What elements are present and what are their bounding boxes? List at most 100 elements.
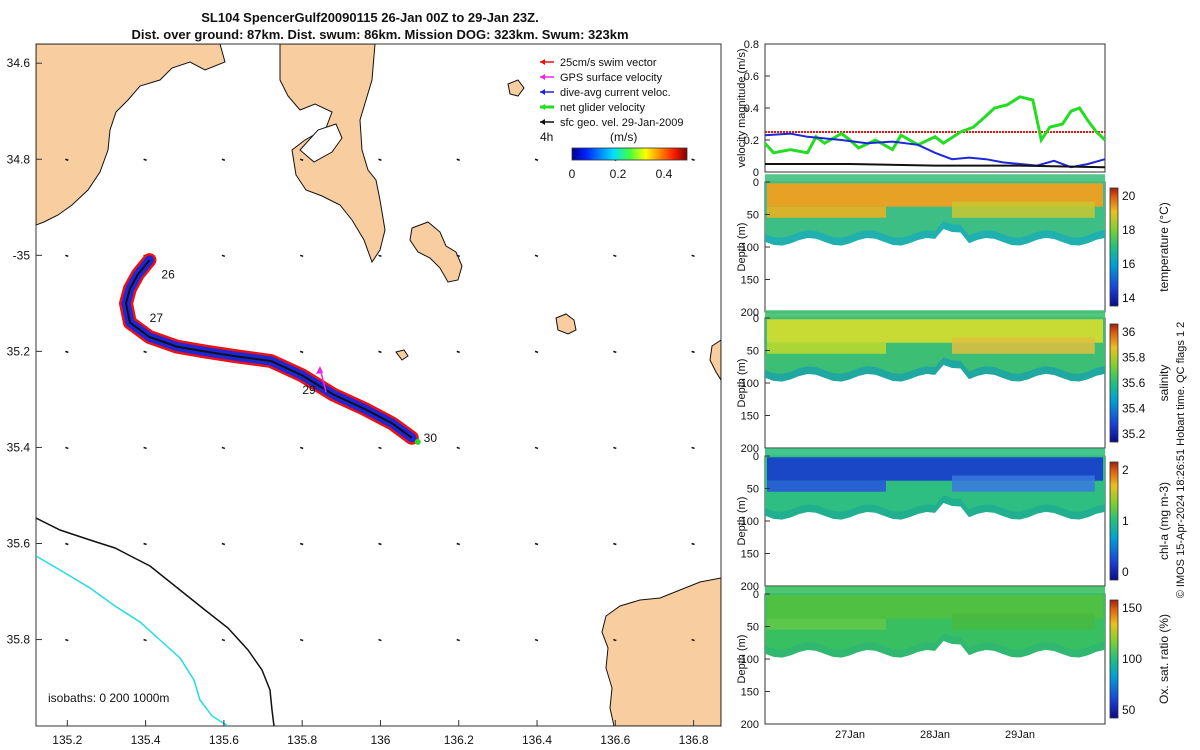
geo-vel-dot: [613, 446, 617, 450]
section-cbar-tick: 100: [1122, 652, 1142, 666]
velocity-series-line: [765, 163, 1106, 169]
section-cbar-tick: 35.6: [1122, 376, 1146, 390]
map-ytick-label: 35.2: [7, 344, 31, 358]
geo-vel-dot: [299, 446, 304, 450]
geo-vel-dot: [456, 254, 460, 258]
map-x-ticks: 135.2 135.4 135.6 135.8 136 136.2 136.4 136.6 13…: [52, 720, 709, 747]
day-label: 29: [302, 383, 316, 397]
geo-vel-dot: [378, 254, 382, 258]
legend-arrowhead: [540, 74, 545, 80]
section-xtick-label: 28Jan: [920, 729, 950, 741]
geo-vel-dot: [378, 542, 382, 546]
island-east: [409, 221, 463, 283]
island-small-3: [395, 349, 409, 361]
geo-vel-dot: [65, 350, 69, 354]
geo-vel-dot: [299, 254, 304, 258]
section-cbar-tick: 35.4: [1122, 402, 1146, 416]
glider-track: [119, 253, 421, 445]
legend-arrowhead: [540, 104, 545, 110]
geo-vel-dot: [65, 638, 69, 642]
velocity-series-line: [764, 132, 1106, 169]
section-ytick-label: 150: [741, 549, 759, 561]
map-xtick-label: 136.6: [600, 733, 630, 747]
section-upper-layer: [767, 595, 1103, 619]
section-upper-patch: [767, 342, 886, 354]
geo-vel-dot: [299, 350, 304, 354]
section-panel-chl-a: 0 50 100 150 200 Depth (m) 2 1 0 chl-a (mg m-3): [736, 448, 1171, 593]
geo-vel-dot: [691, 542, 695, 546]
section-cbar-tick: 0: [1122, 565, 1129, 579]
eyre-peninsula-land: [36, 44, 226, 226]
section-colorbar: [1109, 323, 1119, 443]
section-cbar-tick: 35.8: [1122, 351, 1146, 365]
section-ytick-label: 150: [741, 411, 759, 423]
geo-vel-dot: [65, 254, 69, 258]
velocity-lines: [763, 95, 1107, 169]
section-cbar-tick: 50: [1122, 703, 1136, 717]
vel-ytick-label: 0.4: [744, 103, 759, 115]
section-upper-patch: [952, 201, 1095, 218]
legend-label: sfc geo. vel. 29-Jan-2009: [560, 117, 684, 129]
section-ytick-label: 150: [741, 275, 759, 287]
vel-ytick-label: 0.2: [744, 135, 759, 147]
section-ylabel: Depth (m): [736, 635, 748, 684]
geo-vel-dot: [691, 446, 695, 450]
geo-vel-dot: [534, 638, 539, 642]
section-ylabel: Depth (m): [736, 359, 748, 408]
section-upper-patch: [952, 337, 1095, 354]
geo-vel-dot: [613, 254, 617, 258]
geo-vel-dot: [613, 542, 617, 546]
section-upper-patch: [952, 613, 1095, 630]
geo-vel-dot: [65, 158, 69, 161]
day-label: 27: [150, 311, 164, 325]
section-cbar-tick: 18: [1122, 223, 1136, 237]
section-ytick-label: 200: [741, 581, 759, 593]
velocity-panel: 0 0.2 0.4 0.6 0.8 velocity magnitude (m/s): [736, 39, 1107, 179]
geo-vel-dot: [378, 158, 382, 161]
geo-vel-dot: [221, 446, 226, 450]
geo-vel-dot: [299, 158, 304, 161]
geo-vel-dot: [691, 350, 695, 354]
geo-vel-dot: [378, 638, 382, 642]
section-colorbar: [1109, 461, 1119, 581]
map-xtick-label: 136.2: [444, 733, 474, 747]
colorbar-tick-label: 0.2: [610, 167, 627, 181]
section-cbar-label: Ox. sat. ratio (%): [1157, 614, 1171, 704]
island-small-1: [555, 313, 577, 335]
map-legend: 25cm/s swim vector GPS surface velocity di…: [540, 57, 684, 129]
geo-vel-dot: [65, 542, 69, 546]
section-colorbar: [1109, 599, 1119, 719]
geo-vel-dot: [456, 638, 460, 642]
section-upper-layer: [767, 319, 1103, 343]
geo-vel-dot: [534, 542, 539, 546]
section-upper-patch: [767, 206, 886, 218]
speed-colorbar: 4h (m/s) 0 0.2 0.4: [540, 130, 688, 181]
map-ytick-label: 35.6: [7, 536, 31, 550]
title-line-1: SL104 SpencerGulf20090115 26-Jan 00Z to …: [201, 10, 538, 25]
geo-vel-dot: [378, 446, 382, 450]
section-cbar-tick: 16: [1122, 257, 1136, 271]
day-labels: 26 27 29 30: [150, 268, 438, 445]
section-cbar-label: temperature (°C): [1157, 202, 1171, 292]
colorbar-gradient: [571, 147, 688, 161]
section-ylabel: Depth (m): [736, 223, 748, 272]
geo-vel-dot: [456, 446, 460, 450]
velocity-y-ticks: 0 0.2 0.4 0.6 0.8: [744, 39, 770, 179]
vel-ytick-label: 0.8: [744, 39, 759, 51]
colorbar-unit-label: (m/s): [610, 130, 637, 144]
section-cbar-tick: 20: [1122, 189, 1136, 203]
section-ylabel: Depth (m): [736, 497, 748, 546]
legend-label: 25cm/s swim vector: [560, 57, 657, 69]
geo-vel-dot: [456, 350, 460, 354]
geo-vel-dot: [691, 158, 695, 161]
kangaroo-island-land: [601, 577, 721, 726]
day-label: 26: [161, 268, 175, 282]
map-ytick-label: -35: [13, 248, 31, 262]
map-xtick-label: 135.2: [52, 733, 82, 747]
legend-arrowhead: [540, 89, 545, 95]
section-ytick-label: 50: [747, 484, 759, 496]
section-ytick-label: 0: [753, 451, 759, 463]
geo-vel-dot: [534, 350, 539, 354]
